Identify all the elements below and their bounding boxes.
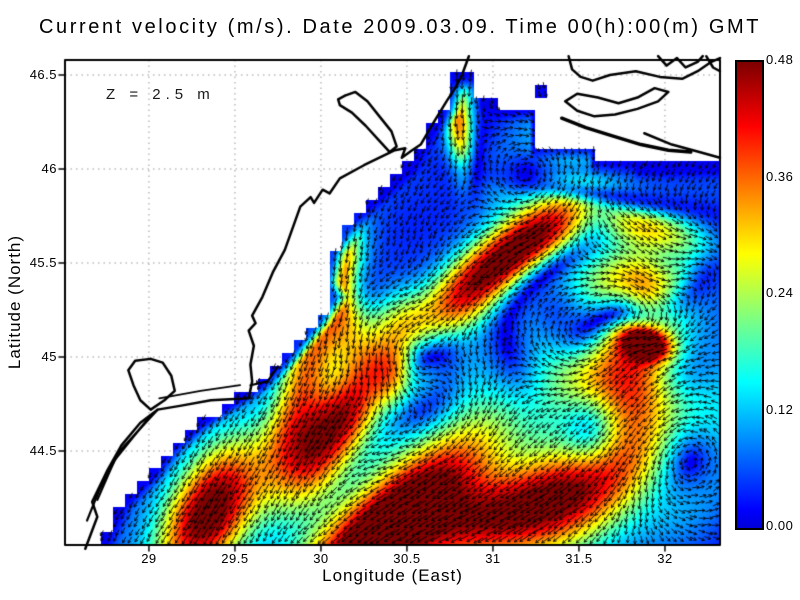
colorbar-tick-label: 0.36 <box>766 168 794 184</box>
x-tick-label: 31 <box>485 551 501 566</box>
x-tick-label: 32 <box>657 551 673 566</box>
colorbar-tick-label: 0.12 <box>766 401 794 417</box>
x-axis-label: Longitude (East) <box>322 566 463 585</box>
figure-title: Current velocity (m/s). Date 2009.03.09.… <box>38 16 762 38</box>
colorbar-tick-label: 0.00 <box>766 518 794 533</box>
colorbar-tick-label: 0.24 <box>766 285 794 300</box>
y-tick-label: 46 <box>41 161 57 176</box>
depth-annotation: Z = 2.5 m <box>106 86 215 103</box>
y-tick-label: 45.5 <box>29 255 57 270</box>
x-tick-label: 29.5 <box>221 551 249 566</box>
x-tick-label: 29 <box>141 551 157 566</box>
x-tick-label: 30.5 <box>393 551 421 566</box>
y-tick-label: 44.5 <box>29 443 57 458</box>
x-tick-label: 30 <box>313 551 329 566</box>
y-tick-label: 46.5 <box>29 67 57 82</box>
colorbar <box>735 60 764 530</box>
y-tick-label: 45 <box>41 349 57 364</box>
x-tick-label: 31.5 <box>565 551 593 566</box>
colorbar-tick-label: 0.48 <box>766 52 794 67</box>
